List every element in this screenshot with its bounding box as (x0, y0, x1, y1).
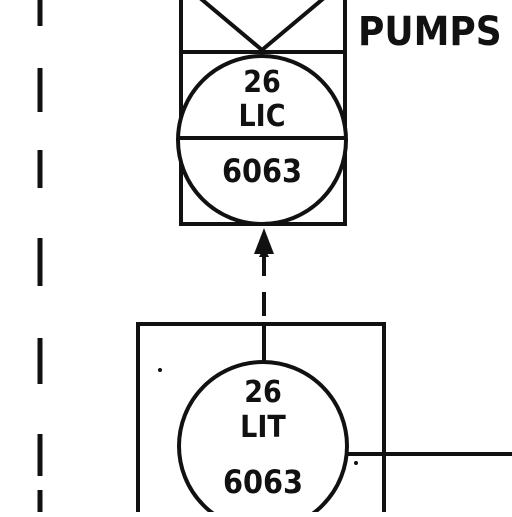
drawing-speck (354, 461, 358, 465)
lit-function-label: LIT (240, 410, 286, 445)
lit-instrument-bubble: 26 LIT 6063 (177, 360, 349, 517)
lic-tag-number: 6063 (222, 152, 302, 190)
lit-loop-number: 26 (244, 375, 282, 410)
lic-function-label: LIC (238, 99, 285, 134)
pump-valve-symbol (199, 0, 325, 52)
signal-arrowhead (254, 228, 274, 254)
lower-transmitter-box (136, 322, 386, 517)
lic-loop-number: 26 (243, 65, 281, 100)
lit-tag-number: 6063 (223, 463, 303, 501)
pumps-label: PUMPS (358, 9, 502, 55)
drawing-speck (158, 368, 162, 372)
lic-instrument-bubble: 26 LIC 6063 (176, 54, 348, 226)
